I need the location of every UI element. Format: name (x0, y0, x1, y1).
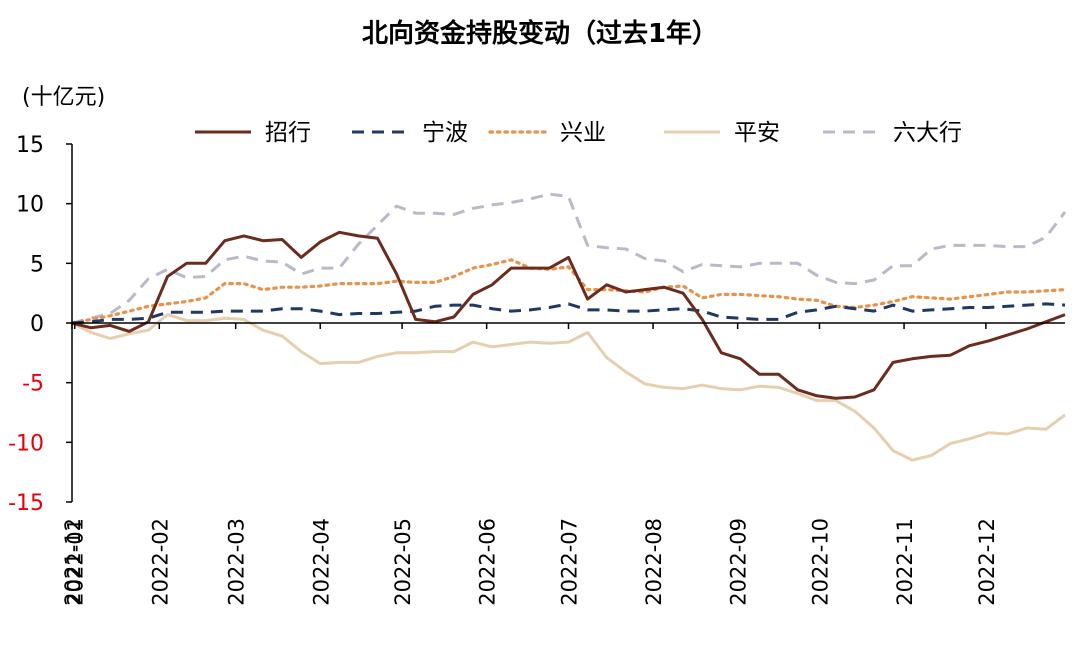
x-tick-label: 2022-03 (225, 518, 249, 606)
y-tick-label: 10 (16, 193, 44, 218)
legend-label-4: 六大行 (893, 120, 962, 146)
y-axis-unit-label: (十亿元) (22, 85, 105, 110)
series-line-0 (71, 230, 1066, 400)
y-tick-label: 15 (16, 133, 44, 158)
chart-title: 北向资金持股变动（过去1年） (362, 18, 718, 49)
y-tick-label: -15 (8, 491, 44, 516)
series-line-1 (71, 302, 1066, 325)
series-line-3 (71, 313, 1066, 462)
x-tick-label: 2022-06 (476, 518, 500, 606)
x-tick-label: 2022-10 (808, 518, 832, 606)
series-line-4 (71, 192, 1067, 325)
legend-label-1: 宁波 (422, 120, 468, 146)
series-line-2 (70, 258, 1067, 325)
x-tick-label: 2022-05 (391, 518, 415, 606)
legend-label-0: 招行 (265, 120, 311, 146)
x-tick-label: 2022-11 (893, 518, 917, 606)
x-tick-label: 2021-12 (61, 518, 85, 606)
x-tick-label: 2022-09 (727, 518, 751, 606)
legend: 招行 宁波 兴业 平安 六大行 (195, 120, 962, 146)
x-tick-label: 2022-04 (309, 518, 333, 606)
x-tick-label: 2022-01 (64, 518, 88, 606)
x-tick-label: 2022-07 (558, 518, 582, 606)
y-tick-label: 5 (30, 252, 44, 277)
legend-label-3: 平安 (734, 120, 780, 146)
y-tick-label: -10 (8, 431, 44, 456)
x-tick-label: 2022-12 (975, 518, 999, 606)
y-tick-label: -5 (22, 372, 44, 397)
plot-area (70, 192, 1067, 462)
y-tick-label: 0 (30, 312, 44, 337)
x-tick-label: 2022-02 (148, 518, 172, 606)
legend-label-2: 兴业 (560, 120, 606, 146)
x-tick-label: 2022-08 (642, 518, 666, 606)
